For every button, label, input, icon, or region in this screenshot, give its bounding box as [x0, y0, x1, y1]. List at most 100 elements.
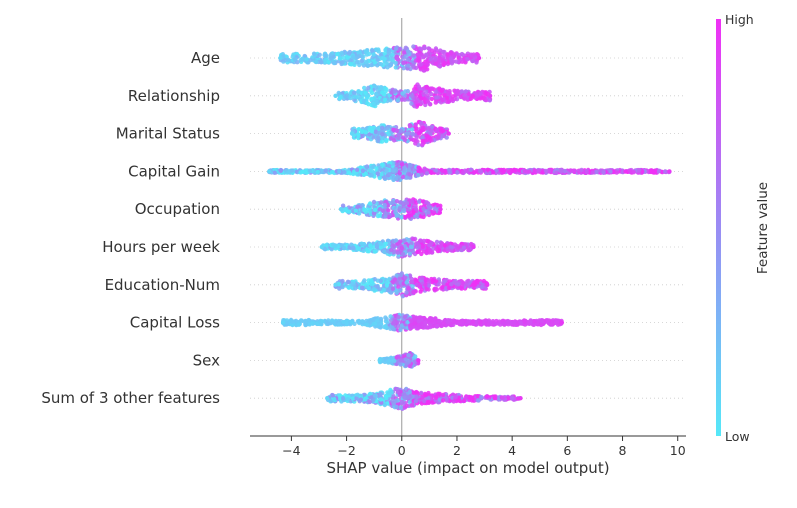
shap-point: [428, 57, 433, 62]
shap-point: [444, 135, 449, 140]
shap-point: [426, 210, 431, 215]
x-tick-label: 10: [670, 443, 686, 458]
shap-point: [454, 91, 460, 96]
shap-point: [452, 242, 458, 247]
shap-point: [485, 282, 490, 287]
shap-point: [450, 94, 455, 99]
shap-point: [448, 56, 454, 62]
shap-point: [406, 131, 411, 136]
shap-point: [346, 280, 351, 285]
shap-point: [400, 91, 405, 96]
shap-point: [338, 207, 344, 212]
shap-point: [397, 392, 402, 398]
shap-point: [415, 241, 420, 247]
shap-point: [348, 95, 353, 101]
shap-point: [441, 53, 447, 59]
shap-point: [423, 282, 428, 288]
shap-point: [531, 322, 537, 327]
shap-point: [572, 168, 577, 173]
shap-point: [377, 175, 382, 181]
shap-point: [411, 289, 416, 295]
shap-point: [320, 319, 325, 324]
shap-point: [437, 56, 442, 61]
shap-point: [640, 169, 645, 174]
shap-point: [375, 171, 380, 176]
shap-point: [397, 240, 402, 246]
shap-point: [367, 132, 372, 137]
shap-point: [433, 57, 438, 62]
shap-point: [365, 63, 371, 68]
shap-point: [328, 52, 333, 58]
shap-point: [414, 99, 419, 105]
shap-point: [365, 281, 370, 286]
x-tick-label: −4: [282, 443, 300, 458]
shap-point: [377, 287, 382, 292]
shap-point: [378, 278, 383, 283]
shap-point: [407, 251, 413, 256]
shap-point: [304, 57, 309, 62]
shap-point: [356, 134, 361, 139]
shap-point: [402, 314, 408, 319]
shap-point: [449, 61, 455, 66]
shap-point: [515, 322, 520, 327]
shap-point: [374, 92, 379, 97]
shap-point: [376, 49, 381, 54]
shap-point: [375, 213, 381, 219]
shap-point: [300, 169, 305, 174]
shap-point: [461, 53, 466, 58]
shap-point: [465, 279, 470, 284]
shap-point: [328, 56, 333, 61]
shap-point: [438, 207, 443, 212]
shap-point: [458, 57, 464, 62]
shap-point: [663, 169, 668, 174]
shap-point: [409, 318, 414, 324]
shap-point: [377, 207, 383, 212]
colorbar-title: Feature value: [755, 182, 771, 274]
shap-point: [435, 323, 440, 329]
shap-point: [437, 391, 442, 397]
shap-point: [351, 94, 357, 100]
shap-point: [554, 170, 559, 176]
shap-point: [394, 176, 399, 181]
shap-point: [554, 319, 559, 325]
shap-point: [278, 55, 283, 61]
shap-point: [406, 286, 411, 291]
shap-point: [390, 52, 395, 57]
shap-point: [372, 393, 378, 398]
shap-point: [392, 277, 398, 282]
shap-point: [433, 46, 439, 51]
shap-point: [359, 241, 364, 246]
shap-point: [369, 62, 374, 68]
shap-point: [386, 288, 391, 293]
shap-point: [362, 85, 367, 91]
shap-point: [481, 319, 486, 324]
shap-point: [476, 55, 482, 61]
shap-point: [449, 245, 455, 250]
shap-point: [384, 283, 390, 288]
shap-point: [446, 285, 452, 291]
shap-point: [340, 396, 346, 401]
shap-point: [417, 199, 422, 204]
shap-point: [470, 319, 476, 324]
shap-point: [448, 50, 453, 56]
shap-point: [590, 170, 595, 175]
shap-point: [315, 169, 320, 175]
shap-point: [451, 54, 457, 59]
shap-point: [522, 319, 527, 324]
shap-point: [379, 400, 384, 405]
shap-point: [323, 53, 328, 58]
shap-point: [446, 99, 451, 104]
shap-point: [402, 97, 407, 102]
shap-point: [379, 200, 384, 205]
shap-point: [382, 324, 387, 330]
shap-point: [411, 53, 416, 58]
shap-point: [329, 247, 334, 252]
shap-point: [386, 208, 391, 213]
x-tick-label: 2: [453, 443, 461, 458]
shap-point: [487, 98, 492, 103]
shap-point: [411, 390, 416, 395]
shap-point: [419, 323, 424, 329]
shap-point: [459, 89, 465, 94]
shap-point: [385, 359, 390, 364]
shap-point: [608, 169, 613, 174]
